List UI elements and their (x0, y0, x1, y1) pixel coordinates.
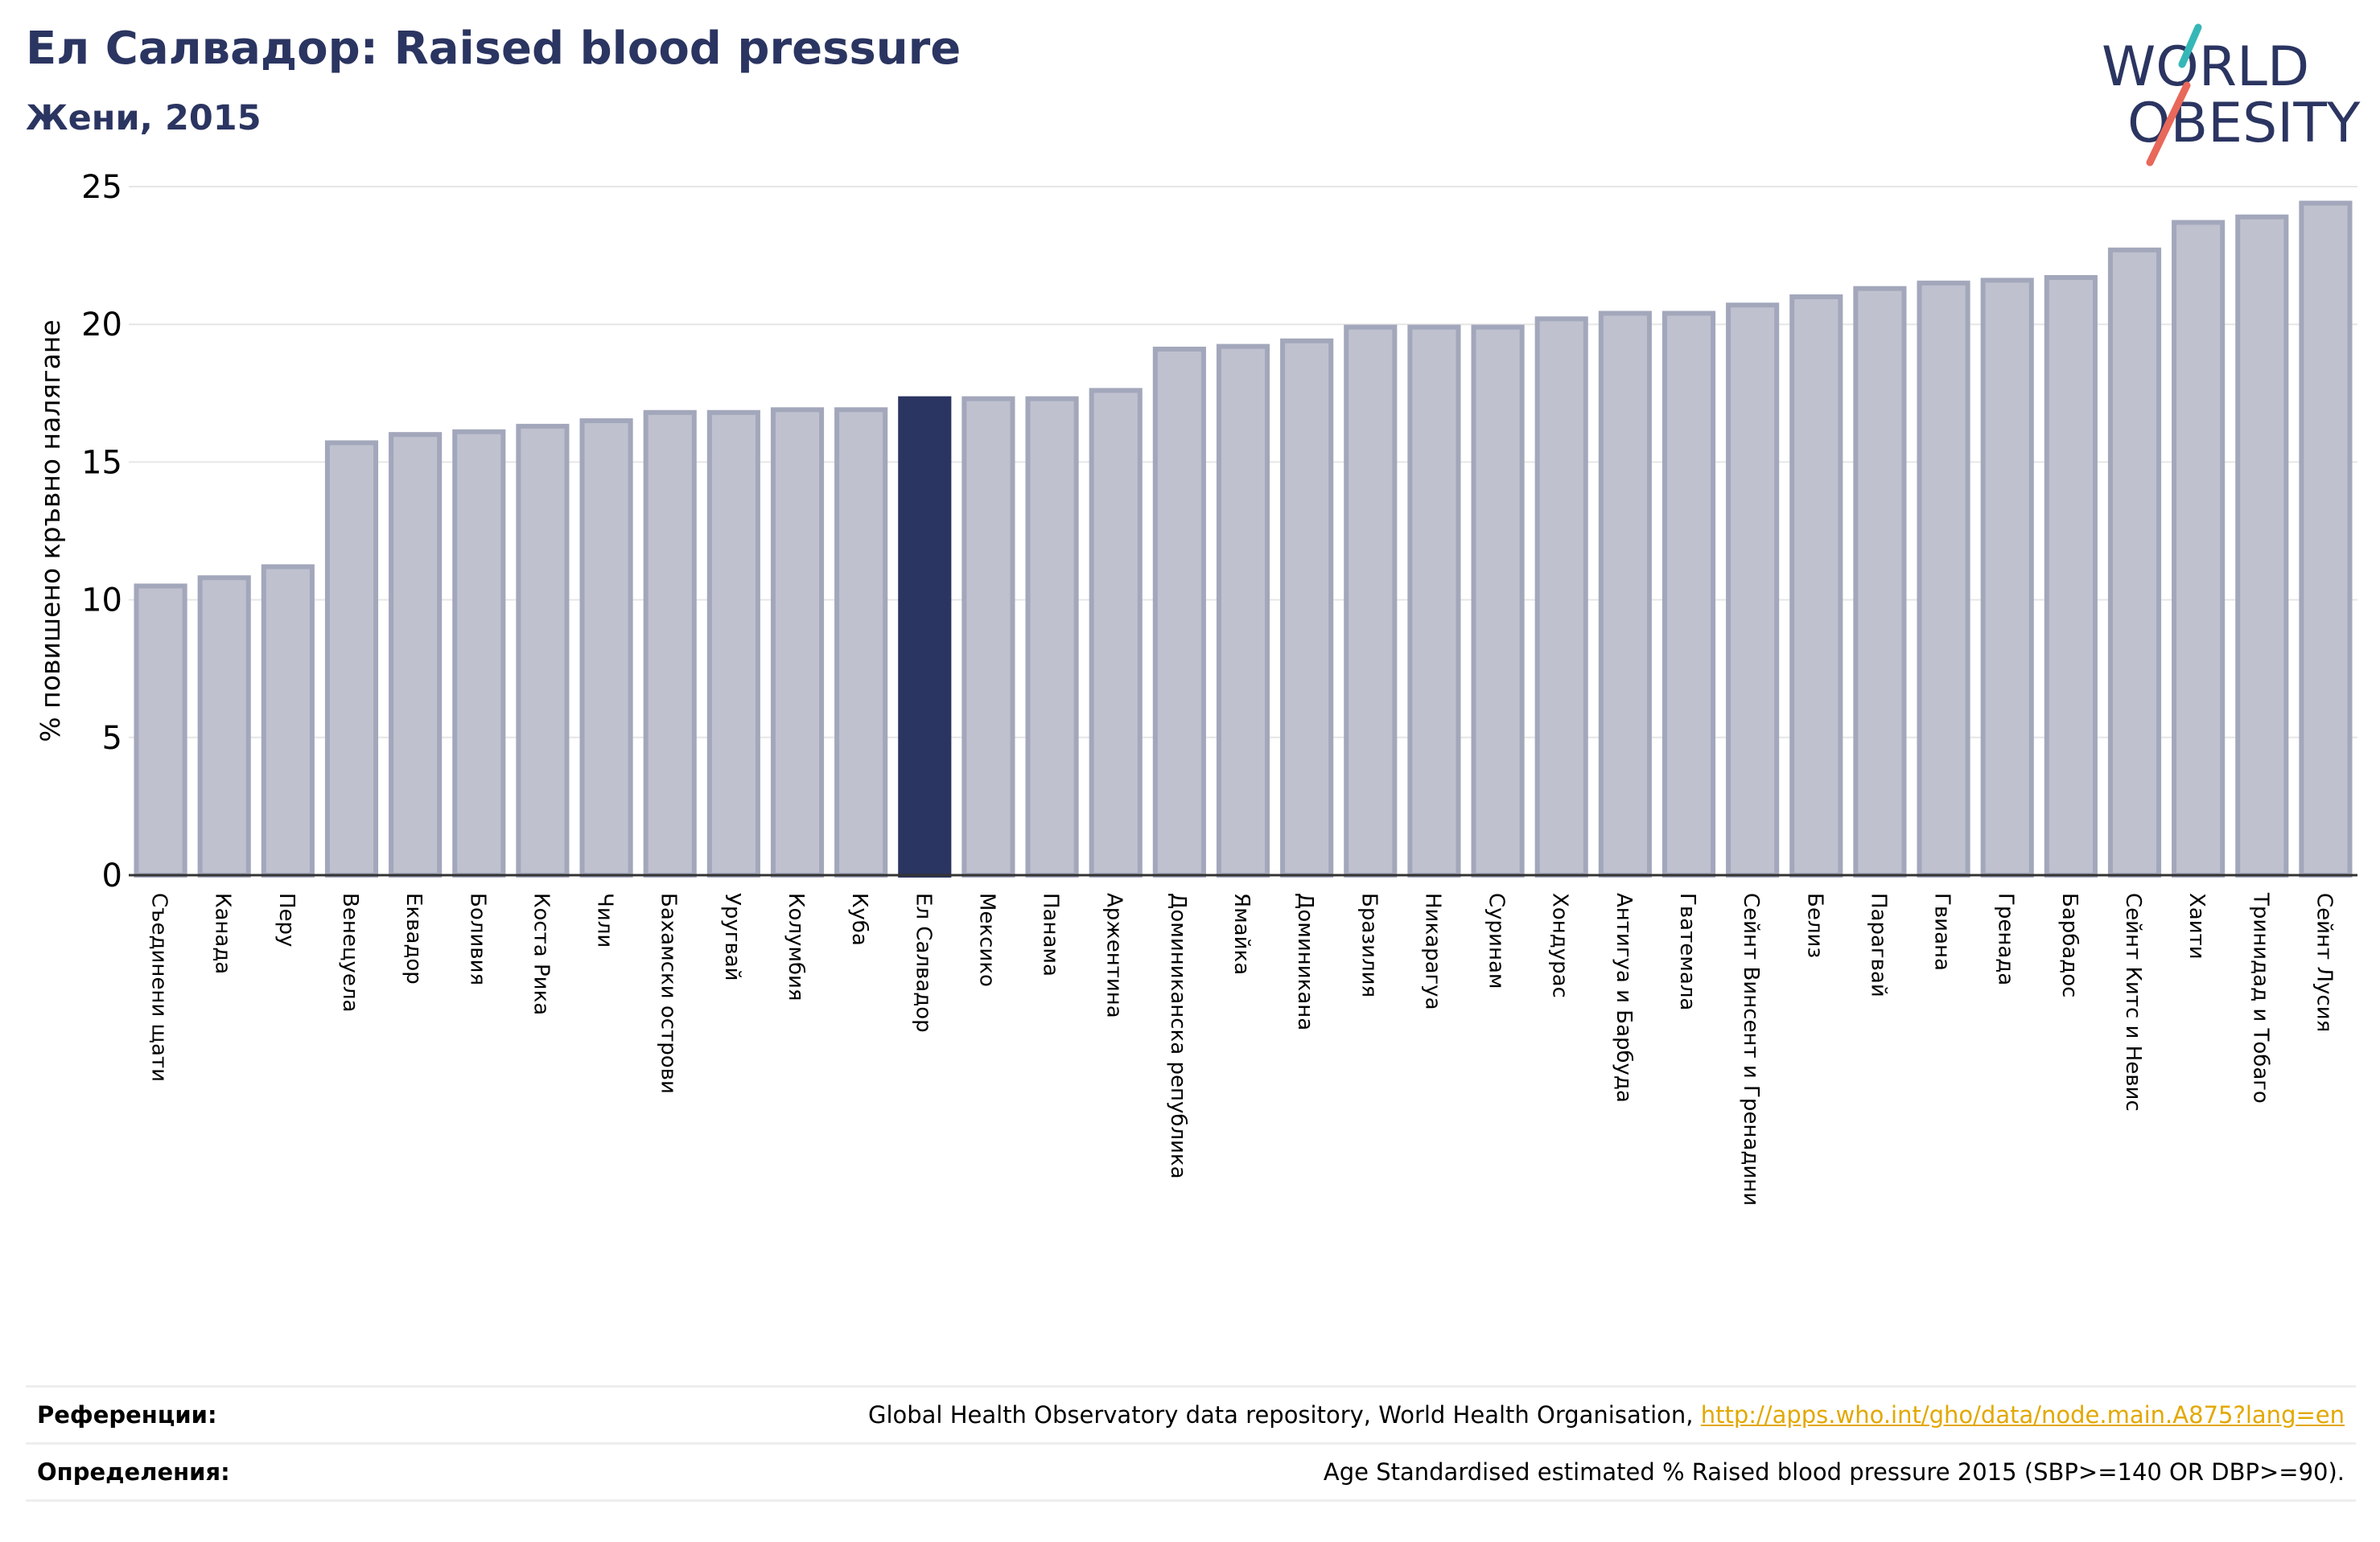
bar-4 (389, 432, 443, 878)
x-tick-label: Парагвай (1866, 893, 1890, 997)
x-tick-label: Сейнт Лусия (2312, 893, 2336, 1032)
x-tick-label: Мексико (974, 893, 999, 987)
x-tick-label: Гватемала (1675, 893, 1699, 1010)
x-tick-label: Венецуела (338, 893, 362, 1012)
references-link[interactable]: http://apps.who.int/gho/data/node.main.A… (1700, 1401, 2345, 1429)
bar-21 (1471, 324, 1525, 878)
x-tick-label: Доминикана (1293, 893, 1317, 1030)
logo-slash-teal (2178, 23, 2202, 68)
y-tick-label: 5 (102, 720, 122, 757)
bar-8 (643, 409, 697, 878)
bar-3 (324, 440, 379, 878)
x-tick-label: Бахамски острови (657, 893, 681, 1094)
bar-2 (261, 564, 315, 878)
x-tick-label: Антигуа и Барбуда (1612, 893, 1636, 1103)
x-tick-label: Сейнт Китс и Невис (2121, 893, 2145, 1112)
logo-line1: WORLD (2102, 35, 2309, 99)
bar-30 (2044, 274, 2098, 878)
x-tick-label: Аржентина (1102, 893, 1126, 1018)
bar-1 (197, 575, 251, 878)
reference-table: Референции: Global Health Observatory da… (26, 1385, 2356, 1502)
x-tick-label: Гвиана (1930, 893, 1954, 971)
bar-29 (1980, 278, 2034, 878)
bar-11 (834, 407, 888, 878)
x-tick-label: Еквадор (401, 893, 426, 985)
y-axis-label: % повишено кръвно налягане (35, 319, 66, 742)
x-tick-label: Перу (274, 893, 299, 947)
references-label: Референции: (37, 1401, 217, 1429)
y-tick-label: 10 (81, 582, 122, 619)
x-tick-label: Съединени щати (147, 893, 171, 1082)
x-tick-label: Доминиканска република (1166, 893, 1190, 1179)
bar-34 (2299, 200, 2353, 878)
definitions-label: Определения: (37, 1458, 230, 1486)
definitions-row: Определения: Age Standardised estimated … (26, 1442, 2356, 1502)
x-tick-label: Панама (1039, 893, 1063, 977)
y-tick-label: 15 (81, 444, 122, 481)
x-tick-label: Чили (593, 893, 617, 948)
x-tick-label: Бразилия (1357, 893, 1381, 997)
bar-16 (1152, 347, 1206, 878)
x-tick-label: Коста Рика (529, 893, 553, 1015)
x-tick-label: Сейнт Винсент и Гренадини (1739, 893, 1763, 1206)
references-text: Global Health Observatory data repositor… (867, 1401, 1701, 1429)
y-tick-label: 25 (81, 169, 122, 206)
bar-13 (961, 396, 1015, 878)
bar-22 (1534, 316, 1588, 878)
bar-25 (1726, 302, 1780, 878)
world-obesity-logo: WORLD OBESITY (2102, 23, 2361, 167)
x-tick-label: Никарагуа (1420, 893, 1444, 1010)
bar-26 (1789, 294, 1843, 878)
x-tick-label: Ямайка (1229, 893, 1254, 975)
bar-20 (1407, 324, 1461, 878)
bar-15 (1089, 388, 1143, 878)
x-tick-label: Куба (847, 893, 871, 946)
x-tick-label: Канада (211, 893, 235, 974)
x-tick-label: Барбадос (2057, 893, 2081, 997)
y-tick-label: 20 (81, 306, 122, 343)
bar-7 (579, 418, 633, 878)
bar-10 (770, 407, 825, 878)
x-tick-label: Хондурас (1548, 893, 1572, 998)
bar-12 (898, 396, 952, 878)
bar-17 (1216, 343, 1270, 878)
bar-28 (1917, 280, 1970, 878)
bar-19 (1344, 324, 1398, 878)
bar-23 (1598, 310, 1652, 878)
x-tick-label: Белиз (1802, 893, 1826, 958)
bar-0 (134, 583, 187, 878)
bar-24 (1661, 310, 1716, 878)
bar-6 (516, 423, 570, 878)
x-tick-label: Суринам (1484, 893, 1509, 989)
x-tick-label: Ел Салвадор (911, 893, 935, 1033)
chart-subtitle: Жени, 2015 (26, 98, 261, 138)
bar-5 (452, 429, 506, 878)
bar-18 (1280, 338, 1334, 878)
bar-9 (706, 409, 760, 878)
y-tick-label: 0 (102, 857, 122, 894)
bar-27 (1853, 286, 1907, 878)
x-tick-label: Тринидад и Тобаго (2248, 892, 2272, 1104)
references-row: Референции: Global Health Observatory da… (26, 1385, 2356, 1442)
bar-33 (2235, 214, 2289, 878)
bar-14 (1025, 396, 1079, 878)
x-tick-label: Боливия (465, 893, 489, 985)
x-tick-label: Колумбия (784, 893, 808, 1001)
references-value: Global Health Observatory data repositor… (868, 1401, 2345, 1429)
x-tick-label: Уругвай (720, 893, 744, 981)
bar-chart: 0 5 10 15 20 25 % повишено кръвно налягане Съед… (35, 169, 2357, 1206)
chart-title: Ел Салвадор: Raised blood pressure (26, 23, 961, 75)
x-tick-label: Хаити (2184, 893, 2209, 960)
x-tick-label: Гренада (1994, 893, 2018, 985)
logo-slash-red (2146, 81, 2191, 167)
bar-31 (2107, 247, 2162, 878)
definitions-value: Age Standardised estimated % Raised bloo… (1323, 1458, 2345, 1486)
bar-32 (2172, 220, 2226, 878)
